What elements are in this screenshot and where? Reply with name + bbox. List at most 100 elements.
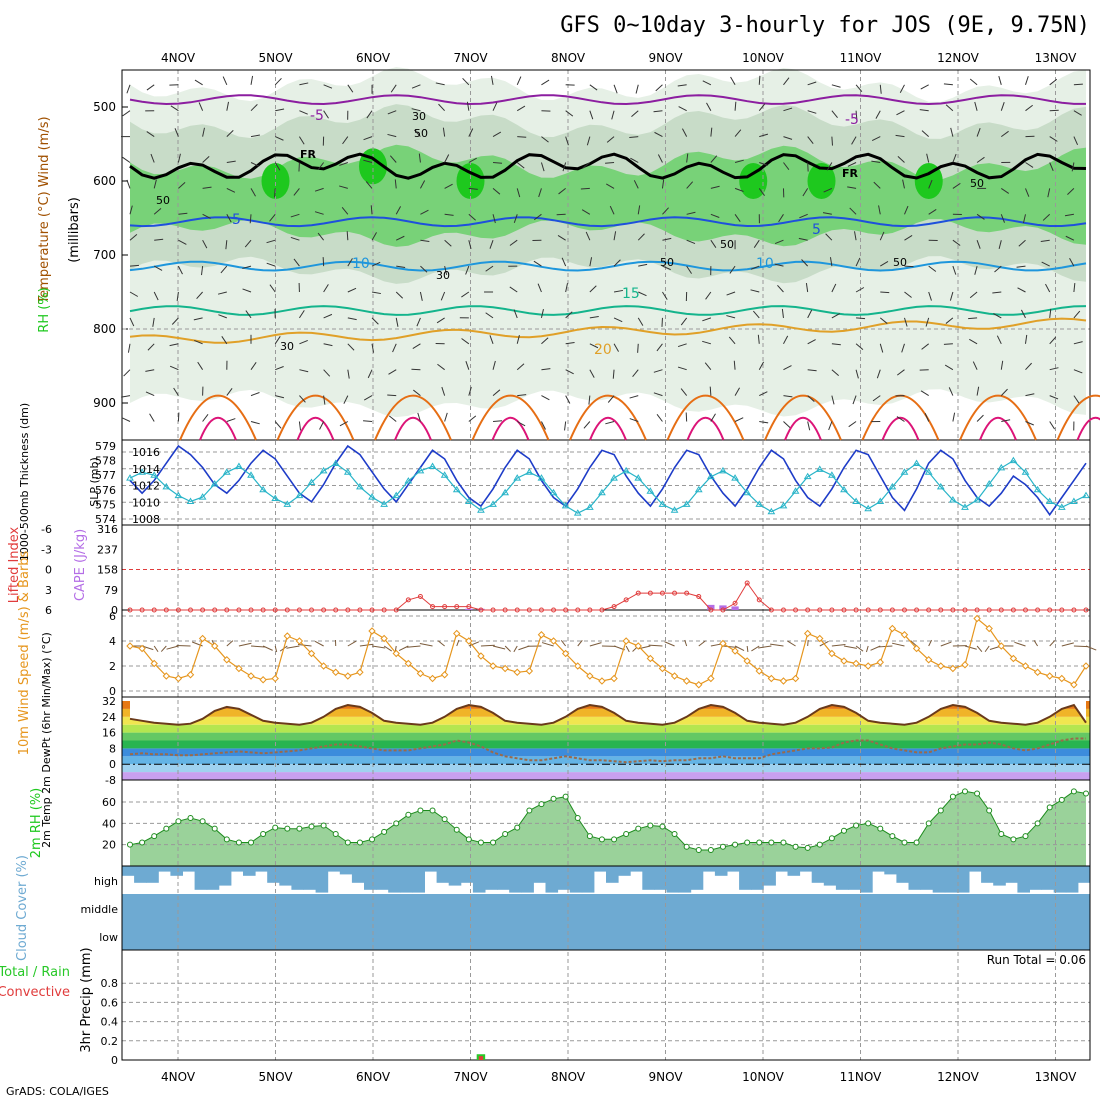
thickness-marker [815, 465, 824, 472]
wind-barb [605, 421, 615, 425]
wind-barb [468, 187, 478, 190]
wind-barb [1025, 421, 1034, 426]
wind-barb [538, 188, 542, 198]
wind-barb [710, 185, 720, 189]
lifted-index-marker [551, 607, 557, 613]
wind-speed-marker [888, 624, 897, 633]
cloud-bar [702, 922, 716, 950]
rh-contour-label: 30 [412, 110, 426, 123]
cloud-bar [376, 866, 389, 890]
slp-ylabel: SLP (mb) [88, 457, 101, 507]
rh-marker [356, 839, 363, 846]
wind-barb [274, 421, 282, 429]
wind-speed-marker [949, 664, 957, 673]
wind-barb [173, 387, 179, 396]
wind-barb [1001, 419, 1011, 422]
thickness-tick: 577 [95, 469, 116, 482]
wind-barb [193, 317, 203, 321]
rh-marker [453, 826, 460, 833]
wind-barb [589, 369, 595, 378]
wind-barb [928, 291, 932, 301]
wind-barb [509, 286, 518, 293]
wind-barb [904, 205, 909, 215]
x-tick-bottom: 9NOV [648, 1070, 683, 1084]
wind-barb [783, 77, 790, 86]
wind-barb [919, 109, 929, 112]
cloud-bar [194, 894, 208, 922]
wind-barb [146, 131, 155, 138]
wind-barb [540, 421, 546, 430]
temp-mask [122, 701, 1090, 725]
surface-wind-barb [698, 640, 706, 647]
cape-tick: 237 [97, 543, 118, 556]
wind-barb [565, 136, 569, 146]
wind-barb [245, 310, 252, 319]
cloud-bar [424, 922, 438, 950]
wind-barb [202, 155, 210, 163]
lifted-index-marker [768, 607, 774, 613]
wind-barb [709, 386, 712, 396]
wind-barb [630, 157, 639, 163]
cloud-bar [557, 866, 571, 890]
cloud-level-tick: low [99, 931, 118, 944]
wind-barb [678, 106, 687, 112]
wind-speed-marker [440, 671, 449, 679]
lifted-index-marker [514, 607, 520, 613]
wind-barb [218, 314, 227, 319]
lifted-index-marker [829, 607, 835, 613]
wind-barb [710, 127, 713, 137]
wind-barb [1025, 188, 1030, 197]
wind-barb [686, 265, 692, 274]
wind-barb [126, 84, 131, 94]
wind-barb [928, 179, 933, 189]
wind-barb [774, 263, 784, 267]
wind-barb [177, 265, 183, 275]
thickness-marker [404, 477, 413, 484]
wind-barb [950, 127, 954, 137]
wind-speed-marker [211, 642, 219, 650]
cloud-ylabel: Cloud Cover (%) [15, 855, 30, 961]
wind-barb [492, 360, 496, 370]
cloud-bar [557, 922, 571, 950]
lifted-index-marker [296, 607, 302, 613]
wind-barb [250, 162, 260, 167]
wind-speed-marker [404, 659, 413, 668]
surface-wind-barb [865, 645, 869, 653]
wind-barb [680, 388, 688, 396]
wind-barb [733, 360, 736, 370]
surface-wind-barb [437, 640, 445, 647]
wind-barb [778, 214, 784, 223]
cloud-bar [884, 894, 897, 922]
surface-wind-barb [751, 645, 760, 652]
surface-wind-barb [928, 639, 933, 647]
isotherm-25-arch [764, 394, 842, 441]
cloud-bar [618, 866, 631, 876]
x-tick-top: 7NOV [453, 51, 488, 65]
surface-wind-barb [314, 640, 324, 647]
wind-barb [734, 387, 740, 396]
cloud-bar [376, 922, 389, 950]
surface-wind-barb [398, 645, 409, 651]
rh-marker [1010, 836, 1017, 843]
wind-barb [438, 103, 445, 112]
wind-barb [202, 127, 205, 137]
precip-ylabel: 3hr Precip (mm) [79, 947, 94, 1052]
cloud-bar [521, 922, 534, 950]
isotherm-30-arch [296, 417, 335, 441]
lifted-index-marker [889, 607, 895, 613]
cloud-bar [787, 866, 801, 876]
cloud-bar [243, 866, 256, 876]
x-tick-top: 11NOV [840, 51, 882, 65]
cloud-bar [400, 922, 413, 950]
wind-barb [174, 128, 179, 137]
cloud-bar [969, 894, 982, 922]
wind-barb [196, 291, 203, 300]
wind-barb [807, 309, 813, 319]
temp-color-band [122, 740, 1090, 749]
wind-barb [564, 421, 567, 431]
wind-barb [323, 395, 326, 405]
wind-barb [323, 343, 333, 347]
wind-barb [269, 213, 276, 222]
wind-barb [444, 213, 454, 216]
